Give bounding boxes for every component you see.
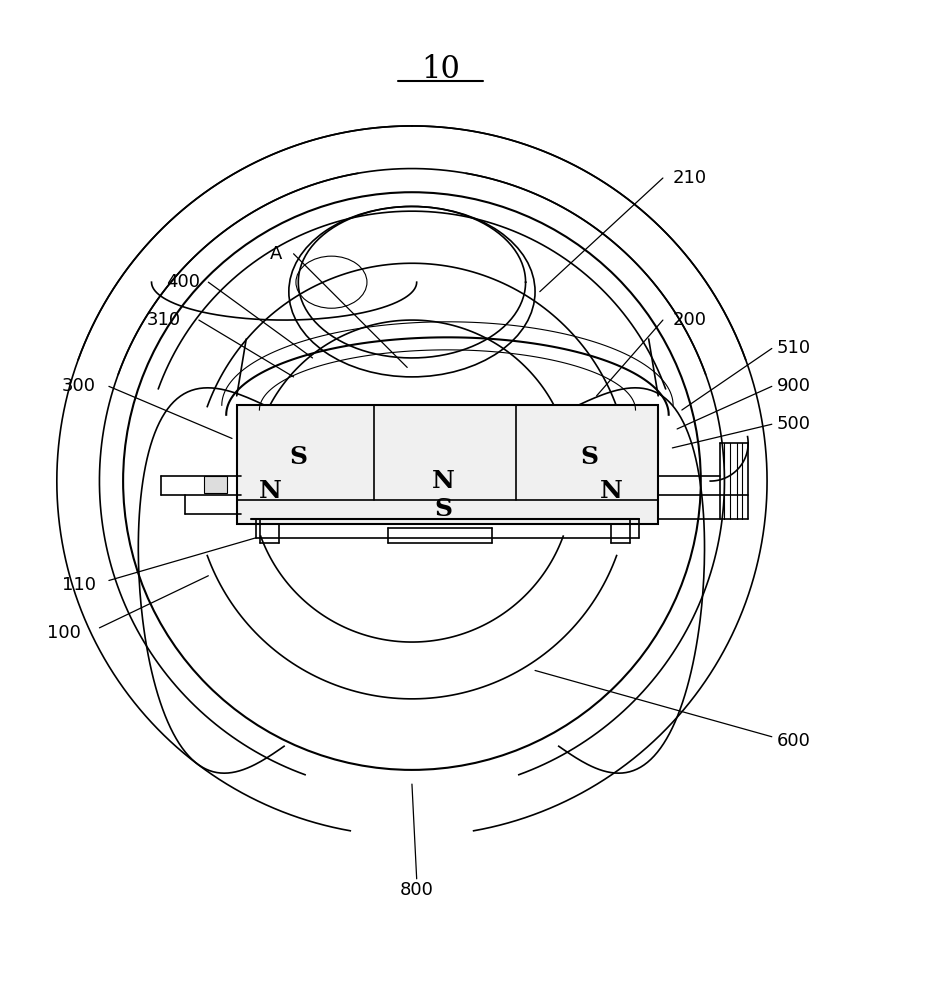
Text: A: A: [270, 245, 282, 263]
Text: N: N: [599, 479, 622, 503]
Text: S: S: [580, 445, 599, 469]
FancyBboxPatch shape: [204, 476, 227, 493]
Text: 510: 510: [777, 339, 811, 357]
Text: 300: 300: [62, 377, 96, 395]
Text: N: N: [432, 469, 455, 493]
Text: 310: 310: [147, 311, 181, 329]
Text: 200: 200: [672, 311, 706, 329]
Text: 10: 10: [420, 54, 460, 85]
Text: S: S: [289, 445, 308, 469]
Text: 900: 900: [777, 377, 811, 395]
Text: 400: 400: [166, 273, 200, 291]
Text: 100: 100: [47, 624, 81, 642]
FancyBboxPatch shape: [237, 405, 658, 524]
Text: 500: 500: [777, 415, 811, 433]
Text: N: N: [259, 479, 281, 503]
Text: 600: 600: [777, 732, 811, 750]
Text: S: S: [434, 497, 453, 521]
Text: 800: 800: [400, 881, 434, 899]
Text: 110: 110: [62, 576, 96, 594]
Text: 210: 210: [672, 169, 706, 187]
